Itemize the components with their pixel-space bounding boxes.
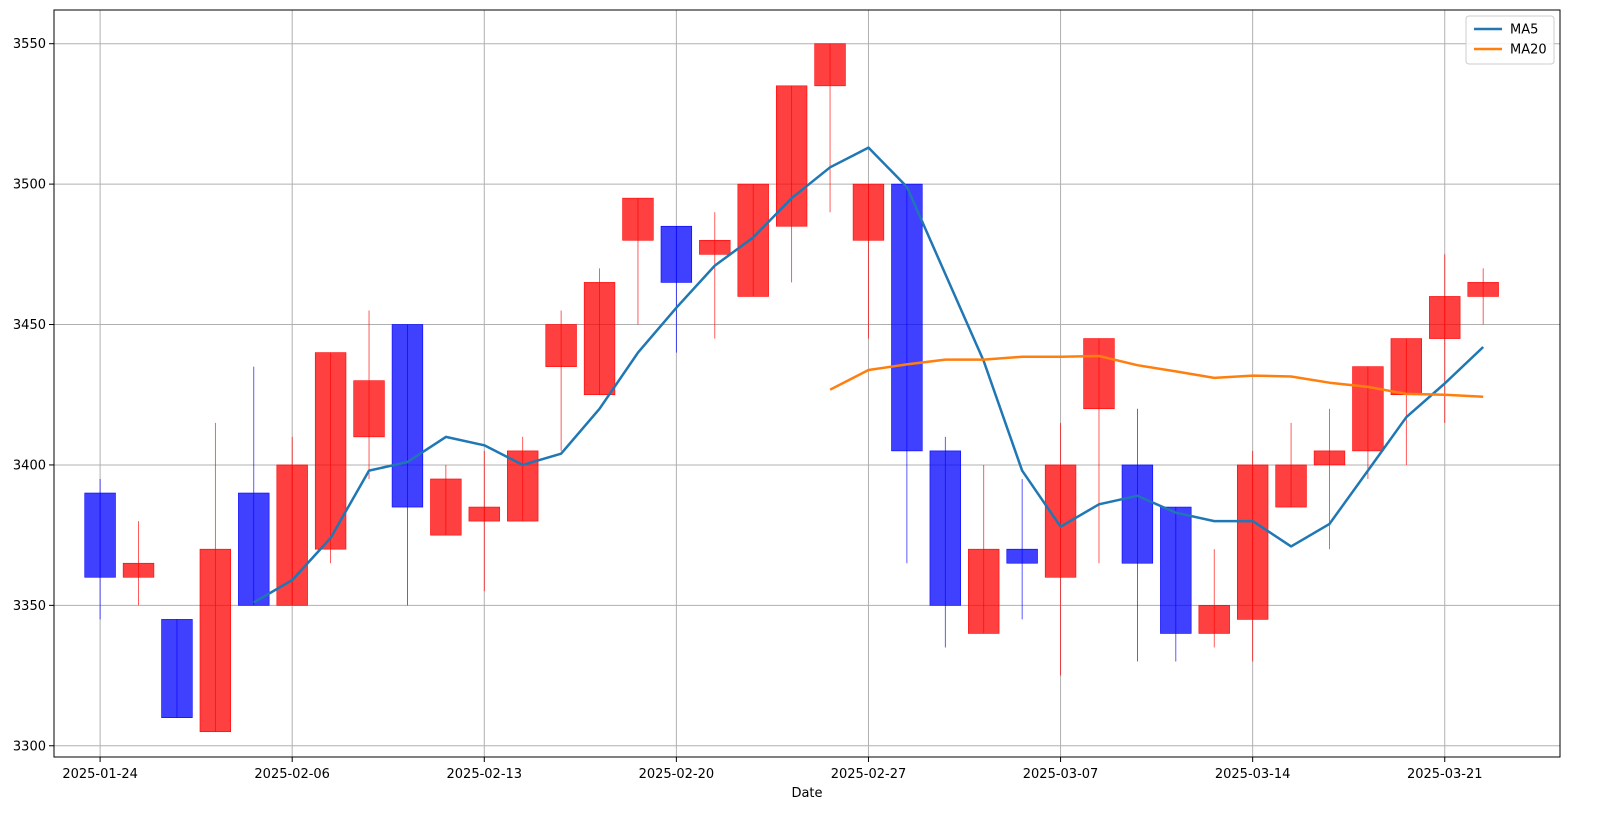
candle-body (468, 506, 500, 522)
candle-body (775, 85, 808, 227)
y-tick-label: 3450 (13, 318, 46, 333)
plot-frame (53, 9, 1561, 758)
candle-body (1467, 282, 1499, 297)
x-tick-label: 2025-02-06 (254, 767, 330, 782)
candle-body (891, 183, 923, 452)
candle-body (660, 225, 693, 283)
moving-average-lines (253, 146, 1485, 604)
candle-body (353, 380, 385, 438)
candle-body (1083, 338, 1115, 410)
candle-body (161, 619, 193, 718)
candle (660, 225, 693, 353)
x-axis-label: Date (791, 786, 822, 801)
candle-body (430, 478, 462, 536)
candle-body (1121, 464, 1154, 564)
candle (968, 464, 1000, 634)
legend-entry-ma20: MA20 (1510, 43, 1547, 58)
candle (622, 197, 654, 325)
candle (1352, 366, 1384, 479)
candle (276, 436, 308, 606)
candle (1006, 478, 1038, 620)
candle (314, 352, 347, 564)
candle-body (1313, 450, 1346, 466)
candle (852, 183, 885, 339)
candle (1390, 338, 1422, 465)
candle (699, 212, 731, 339)
candle (1275, 422, 1307, 508)
candle (353, 310, 385, 479)
x-tick-label: 2025-02-13 (447, 767, 523, 782)
candle (929, 436, 961, 648)
candle (737, 183, 769, 297)
y-tick-label: 3500 (13, 178, 46, 193)
candle (1236, 450, 1269, 662)
candle-body (622, 197, 654, 241)
candle (1121, 408, 1154, 662)
candle (1083, 338, 1115, 564)
candle (199, 422, 232, 733)
candle-body (238, 492, 270, 606)
x-tick-label: 2025-02-20 (639, 767, 715, 782)
candle-body (814, 43, 846, 87)
candle (468, 450, 500, 592)
candle (1313, 408, 1346, 550)
candle-body (545, 324, 577, 367)
y-axis-ticks: 3300 3350 3400 3450 3500 3550 (13, 37, 54, 754)
ma20-line (829, 354, 1484, 398)
legend: MA5 MA20 (1465, 15, 1555, 65)
candle-body (199, 548, 232, 733)
candle-body (852, 183, 885, 241)
candle-body (1429, 296, 1461, 339)
candle (238, 366, 270, 606)
y-tick-label: 3350 (13, 599, 46, 614)
x-tick-label: 2025-01-24 (62, 767, 138, 782)
candle (391, 324, 424, 606)
candle-body (1198, 605, 1230, 634)
candle-body (583, 282, 616, 396)
candle-body (1236, 464, 1269, 620)
candle-body (1390, 338, 1422, 396)
legend-entry-ma5: MA5 (1510, 23, 1538, 38)
x-tick-label: 2025-02-27 (831, 767, 907, 782)
candle-body (737, 183, 769, 297)
y-tick-label: 3550 (13, 37, 46, 52)
candle (430, 464, 462, 536)
y-tick-label: 3400 (13, 458, 46, 473)
x-tick-label: 2025-03-14 (1215, 767, 1291, 782)
candle (545, 310, 577, 451)
candle-body (1275, 464, 1307, 508)
candle (1160, 506, 1192, 662)
candle (161, 619, 193, 718)
candle-body (1006, 548, 1038, 564)
candle (891, 183, 923, 564)
candle (583, 268, 616, 396)
candle-body (84, 492, 116, 578)
candle (1467, 268, 1499, 325)
candle-body (276, 464, 308, 606)
candle (122, 521, 155, 606)
candle (1429, 254, 1461, 423)
candle-body (391, 324, 424, 508)
candle-body (699, 239, 731, 255)
candle (84, 478, 116, 620)
ma5-line (253, 146, 1485, 604)
candle (775, 85, 808, 283)
y-tick-label: 3300 (13, 739, 46, 754)
x-tick-label: 2025-03-07 (1023, 767, 1099, 782)
candle-body (122, 562, 155, 578)
candle-body (314, 352, 347, 550)
candle (814, 43, 846, 213)
candle-body (929, 450, 961, 606)
candle-body (1160, 506, 1192, 634)
candle-body (968, 548, 1000, 634)
x-tick-label: 2025-03-21 (1407, 767, 1483, 782)
candle (1198, 549, 1230, 648)
candle-body (1352, 366, 1384, 452)
x-axis-ticks: 2025-01-24 2025-02-06 2025-02-13 2025-02-20… (62, 757, 1483, 782)
